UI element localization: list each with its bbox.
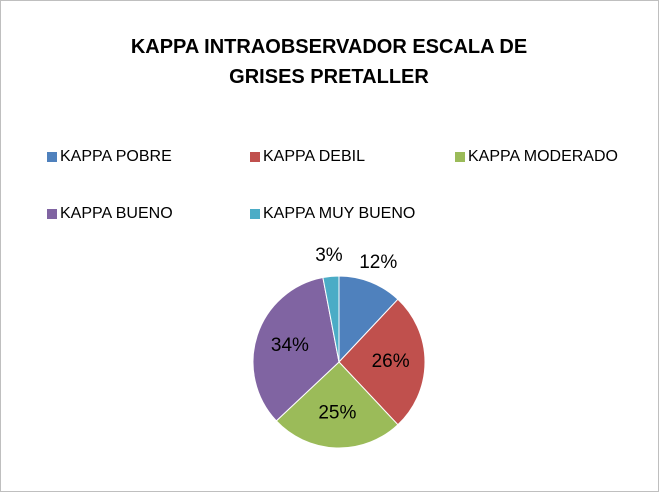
data-label: 34% [271, 335, 309, 356]
data-label: 25% [318, 403, 356, 424]
pie-slice [338, 298, 426, 426]
legend-swatch [250, 152, 260, 162]
legend-label: KAPPA DEBIL [263, 148, 365, 165]
legend-label: KAPPA MUY BUENO [263, 205, 415, 222]
pie-slice [275, 361, 399, 449]
legend-swatch [455, 152, 465, 162]
data-label: 12% [359, 252, 397, 273]
legend-label: KAPPA MODERADO [468, 148, 618, 165]
pie-slice [252, 276, 340, 422]
pie-slice [322, 275, 340, 363]
pie-slice [338, 275, 399, 364]
legend-swatch [47, 209, 57, 219]
data-label: 3% [315, 245, 343, 266]
chart-title: KAPPA INTRAOBSERVADOR ESCALA DE GRISES P… [130, 36, 528, 88]
legend-label: KAPPA BUENO [60, 205, 173, 222]
legend-swatch [250, 209, 260, 219]
legend-swatch [47, 152, 57, 162]
legend-label: KAPPA POBRE [60, 148, 172, 165]
data-label: 26% [372, 351, 410, 372]
